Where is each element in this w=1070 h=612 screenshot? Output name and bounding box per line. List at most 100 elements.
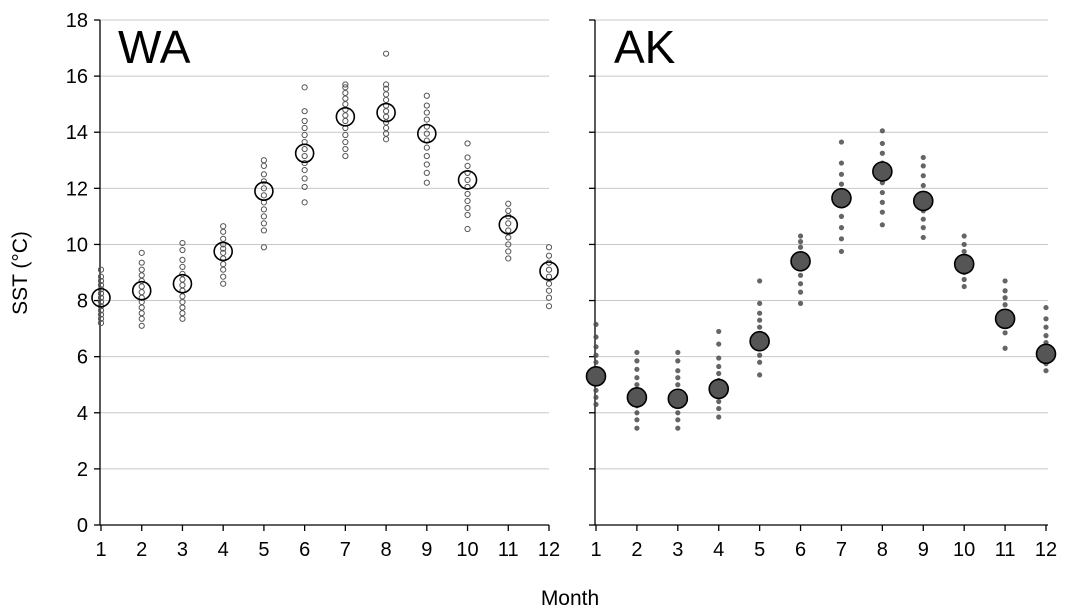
data-point-ak [675,425,681,431]
data-point-wa [260,213,268,220]
data-point-wa [301,152,308,160]
data-point-ak [838,139,845,145]
data-point-wa [97,315,105,322]
data-point-ak [593,352,599,358]
y-tick-label: 10 [66,234,88,256]
x-tick-label-ak: 9 [918,539,929,561]
data-point-ak [593,344,599,350]
mean-marker-wa [417,123,437,144]
data-point-wa [301,199,308,206]
data-point-ak [1002,278,1008,284]
y-tick-label: 18 [66,10,88,32]
data-point-wa [545,273,553,280]
data-point-ak [1002,345,1008,351]
data-point-wa [545,287,553,294]
x-tick-label-wa: 10 [456,539,478,561]
data-point-wa [97,290,105,297]
mean-marker-wa [172,273,193,294]
y-axis-title: SST (°C) [9,231,32,315]
data-point-wa [179,304,186,311]
data-point-wa [342,81,349,88]
data-point-ak [675,368,681,374]
data-point-wa [382,124,390,132]
mean-marker-ak [626,387,648,408]
data-point-ak [716,398,722,405]
x-tick-label-wa: 5 [258,539,269,561]
mean-marker-ak [585,366,607,387]
data-point-wa [382,136,390,143]
data-point-ak [757,300,763,306]
y-tick-label: 4 [77,403,88,425]
data-point-ak [716,370,722,377]
data-point-ak [1043,316,1049,322]
mean-marker-wa [91,287,111,308]
data-point-ak [879,199,885,205]
data-point-ak [920,234,926,241]
data-point-wa [179,315,186,322]
data-point-ak [879,150,885,156]
data-point-wa [382,96,390,104]
x-tick-label-ak: 5 [754,539,765,561]
x-tick-label-wa: 11 [498,539,519,561]
data-point-ak [675,382,681,388]
y-tick-label: 12 [66,178,88,200]
data-point-wa [260,157,268,164]
x-tick-label-ak: 12 [1035,539,1057,561]
data-point-wa [423,92,430,99]
mean-marker-wa [539,261,559,281]
data-point-wa [220,223,227,230]
mean-marker-wa [131,280,152,301]
data-point-wa [301,145,308,153]
data-point-wa [301,183,308,191]
data-point-ak [716,414,722,420]
x-tick-label-wa: 9 [421,539,432,561]
data-point-ak [838,225,845,231]
data-point-wa [505,248,512,255]
data-point-ak [961,283,967,290]
data-point-ak [716,328,722,335]
mean-marker-ak [831,187,852,209]
data-point-ak [879,209,885,215]
data-point-wa [545,244,553,251]
data-point-wa [138,266,145,273]
data-point-wa [301,108,308,115]
data-point-ak [634,417,640,423]
y-tick-label: 6 [77,347,88,369]
data-points [97,50,1049,431]
data-point-wa [505,227,512,234]
data-point-wa [505,220,512,227]
mean-marker-ak [749,330,770,352]
data-point-wa [423,116,430,123]
data-point-wa [97,298,105,306]
data-point-wa [97,294,105,301]
data-point-ak [675,358,681,364]
data-point-wa [342,101,349,108]
data-point-wa [505,255,512,262]
y-tick-label: 2 [77,459,88,481]
mean-marker-wa [457,170,478,190]
data-point-wa [545,294,553,301]
data-point-wa [464,225,471,233]
y-tick-label: 16 [66,66,88,88]
data-point-wa [301,175,308,182]
data-point-ak [920,182,926,189]
x-tick-label-wa: 7 [340,539,351,561]
data-point-ak [1002,302,1008,308]
data-point-ak [797,239,804,245]
x-tick-label-wa: 4 [218,539,229,561]
data-point-wa [138,259,145,266]
data-point-wa [464,190,471,198]
mean-marker-wa [213,241,233,262]
data-point-wa [545,266,553,273]
labels: SST (°C) Month WA AK [9,21,676,610]
data-point-wa [423,179,430,186]
data-point-wa [342,131,349,139]
data-point-wa [260,206,268,213]
data-point-ak [716,355,722,361]
mean-marker-ak [912,190,934,212]
data-point-wa [301,131,308,139]
data-point-ak [920,154,926,161]
data-point-ak [716,341,722,347]
